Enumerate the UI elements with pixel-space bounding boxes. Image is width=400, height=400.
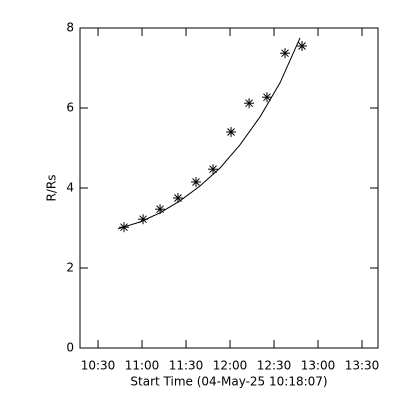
plot-frame: [79, 27, 379, 349]
asterisk-point: [261, 92, 272, 103]
asterisk-point: [208, 164, 219, 175]
asterisk-stroke: [192, 178, 200, 186]
fit-curve: [117, 37, 301, 230]
asterisk-point: [191, 177, 202, 187]
x-axis-label: Start Time (04-May-25 10:18:07): [130, 375, 327, 389]
asterisk-point: [226, 127, 237, 137]
asterisk-stroke: [298, 42, 306, 50]
y-axis-label: R/Rs: [45, 175, 59, 202]
x-tick-label: 11:00: [125, 359, 160, 373]
x-tick-label: 13:00: [301, 359, 336, 373]
y-tick-label: 8: [66, 21, 74, 35]
asterisk-stroke: [227, 128, 235, 136]
x-tick-label: 13:30: [345, 359, 380, 373]
asterisk-point: [244, 98, 255, 109]
asterisk-stroke: [245, 99, 253, 108]
asterisk-stroke: [263, 93, 271, 102]
asterisk-stroke: [209, 165, 217, 174]
x-tick-label: 12:30: [257, 359, 292, 373]
y-tick-label: 4: [66, 181, 74, 195]
asterisk-stroke: [281, 49, 289, 58]
x-tick-label: 10:30: [81, 359, 116, 373]
asterisk-point: [280, 48, 291, 59]
y-tick-label: 6: [66, 101, 74, 115]
x-tick-label: 11:30: [169, 359, 204, 373]
asterisk-stroke: [174, 194, 182, 202]
y-tick-label: 2: [66, 261, 74, 275]
y-tick-label: 0: [66, 341, 74, 355]
asterisk-point: [297, 41, 308, 51]
x-tick-label: 12:00: [213, 359, 248, 373]
asterisk-stroke: [156, 205, 164, 214]
